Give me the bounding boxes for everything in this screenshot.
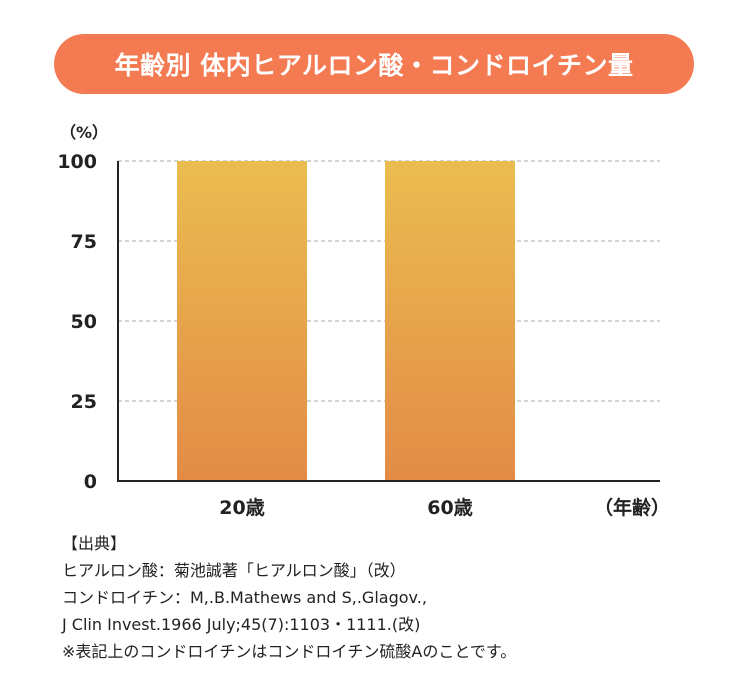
source-line-journal: J Clin Invest.1966 July;45(7):1103・1111.… <box>62 615 421 634</box>
x-category-label-2: 60歳 <box>427 497 472 519</box>
y-unit-label: （%） <box>60 123 108 142</box>
source-heading: 【出典】 <box>62 534 127 553</box>
y-tick-label-0: 0 <box>84 471 97 493</box>
chart-title: 年齢別 体内ヒアルロン酸・コンドロイチン量 <box>114 51 634 80</box>
source-line-chondroitin: コンドロイチン：M,.B.Mathews and S,.Glagov., <box>62 588 427 607</box>
chart-title-banner: 年齢別 体内ヒアルロン酸・コンドロイチン量 <box>54 34 694 94</box>
x-category-label-1: 20歳 <box>219 497 264 519</box>
source-line-hyaluronic: ヒアルロン酸：菊池誠著「ヒアルロン酸」（改） <box>62 561 406 580</box>
source-line-note: ※表記上のコンドロイチンはコンドロイチン硫酸Aのことです。 <box>62 642 517 661</box>
axis-labels: 0 25 50 75 100 20歳 60歳 （%） （年齢） <box>57 123 670 519</box>
source-notes: 【出典】 ヒアルロン酸：菊池誠著「ヒアルロン酸」（改） コンドロイチン：M,.B… <box>62 530 516 665</box>
y-tick-label-50: 50 <box>71 311 97 333</box>
x-unit-label: （年齢） <box>594 496 670 519</box>
y-tick-label-100: 100 <box>57 151 97 173</box>
gridlines <box>118 160 660 402</box>
bar-1 <box>177 161 307 481</box>
y-tick-label-25: 25 <box>71 391 97 413</box>
bars <box>177 161 515 481</box>
bar-2 <box>385 161 515 481</box>
bar-chart: 0 25 50 75 100 20歳 60歳 （%） （年齢） <box>57 123 670 519</box>
axes <box>117 161 660 482</box>
y-tick-label-75: 75 <box>71 231 97 253</box>
